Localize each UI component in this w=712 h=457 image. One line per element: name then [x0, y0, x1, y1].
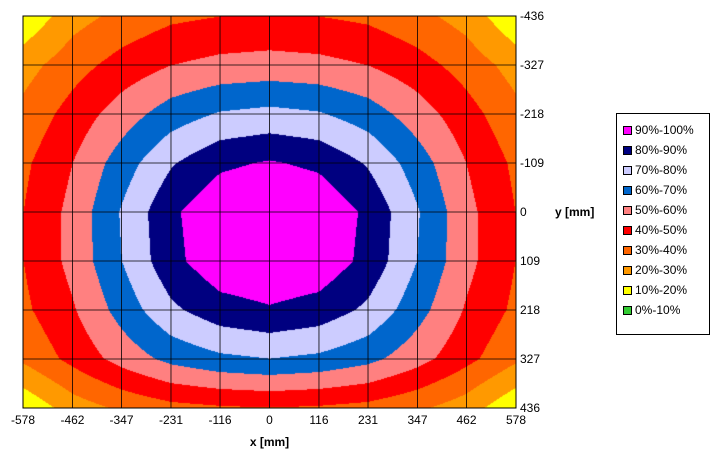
- x-tick-label: 231: [358, 413, 378, 427]
- x-tick-label: 0: [266, 413, 273, 427]
- legend-label: 20%-30%: [635, 263, 688, 277]
- legend-item: 20%-30%: [623, 260, 709, 280]
- legend-swatch: [623, 185, 632, 195]
- legend-label: 30%-40%: [635, 243, 688, 257]
- legend-swatch: [623, 305, 632, 315]
- y-tick-label: -436: [520, 9, 544, 23]
- y-tick-label: 109: [520, 254, 540, 268]
- plot-frame: [22, 15, 517, 409]
- x-tick-label: -578: [11, 413, 35, 427]
- legend-label: 80%-90%: [635, 143, 688, 157]
- x-tick-labels: -578 -462 -347 -231 -116 0 116 231 347 462 578: [11, 413, 526, 427]
- legend-item: 10%-20%: [623, 280, 709, 300]
- y-tick-label: 436: [520, 401, 540, 415]
- legend-item: 70%-80%: [623, 160, 709, 180]
- y-tick-labels: -436 -327 -218 -109 0 109 218 327 436: [520, 9, 544, 415]
- x-tick-label: -231: [159, 413, 183, 427]
- x-tick-label: -347: [109, 413, 133, 427]
- y-tick-label: -327: [520, 58, 544, 72]
- x-tick-label: -462: [60, 413, 84, 427]
- legend-swatch: [623, 165, 632, 175]
- legend-label: 0%-10%: [635, 303, 681, 317]
- legend-swatch: [623, 145, 632, 155]
- legend-label: 10%-20%: [635, 283, 688, 297]
- legend-item: 50%-60%: [623, 200, 709, 220]
- y-tick-label: 218: [520, 303, 540, 317]
- legend-swatch: [623, 205, 632, 215]
- legend: 90%-100% 80%-90% 70%-80% 60%-70% 50%-60% 40%-…: [616, 113, 710, 335]
- legend-label: 70%-80%: [635, 163, 688, 177]
- legend-label: 50%-60%: [635, 203, 688, 217]
- legend-swatch: [623, 285, 632, 295]
- legend-item: 60%-70%: [623, 180, 709, 200]
- legend-label: 40%-50%: [635, 223, 688, 237]
- x-tick-label: -116: [208, 413, 231, 427]
- legend-swatch: [623, 265, 632, 275]
- legend-item: 30%-40%: [623, 240, 709, 260]
- legend-swatch: [623, 125, 632, 135]
- y-tick-label: -109: [520, 156, 544, 170]
- x-tick-label: 462: [457, 413, 477, 427]
- legend-item: 0%-10%: [623, 300, 709, 320]
- x-axis-title: x [mm]: [250, 435, 289, 449]
- legend-label: 60%-70%: [635, 183, 688, 197]
- legend-swatch: [623, 225, 632, 235]
- legend-item: 80%-90%: [623, 140, 709, 160]
- x-tick-label: 578: [506, 413, 526, 427]
- legend-label: 90%-100%: [635, 123, 694, 137]
- y-tick-label: -218: [520, 107, 544, 121]
- legend-swatch: [623, 245, 632, 255]
- y-tick-label: 327: [520, 352, 540, 366]
- x-tick-label: 347: [407, 413, 427, 427]
- x-tick-label: 116: [309, 413, 328, 427]
- y-axis-title: y [mm]: [555, 205, 594, 219]
- legend-item: 40%-50%: [623, 220, 709, 240]
- y-tick-label: 0: [520, 205, 527, 219]
- legend-item: 90%-100%: [623, 120, 709, 140]
